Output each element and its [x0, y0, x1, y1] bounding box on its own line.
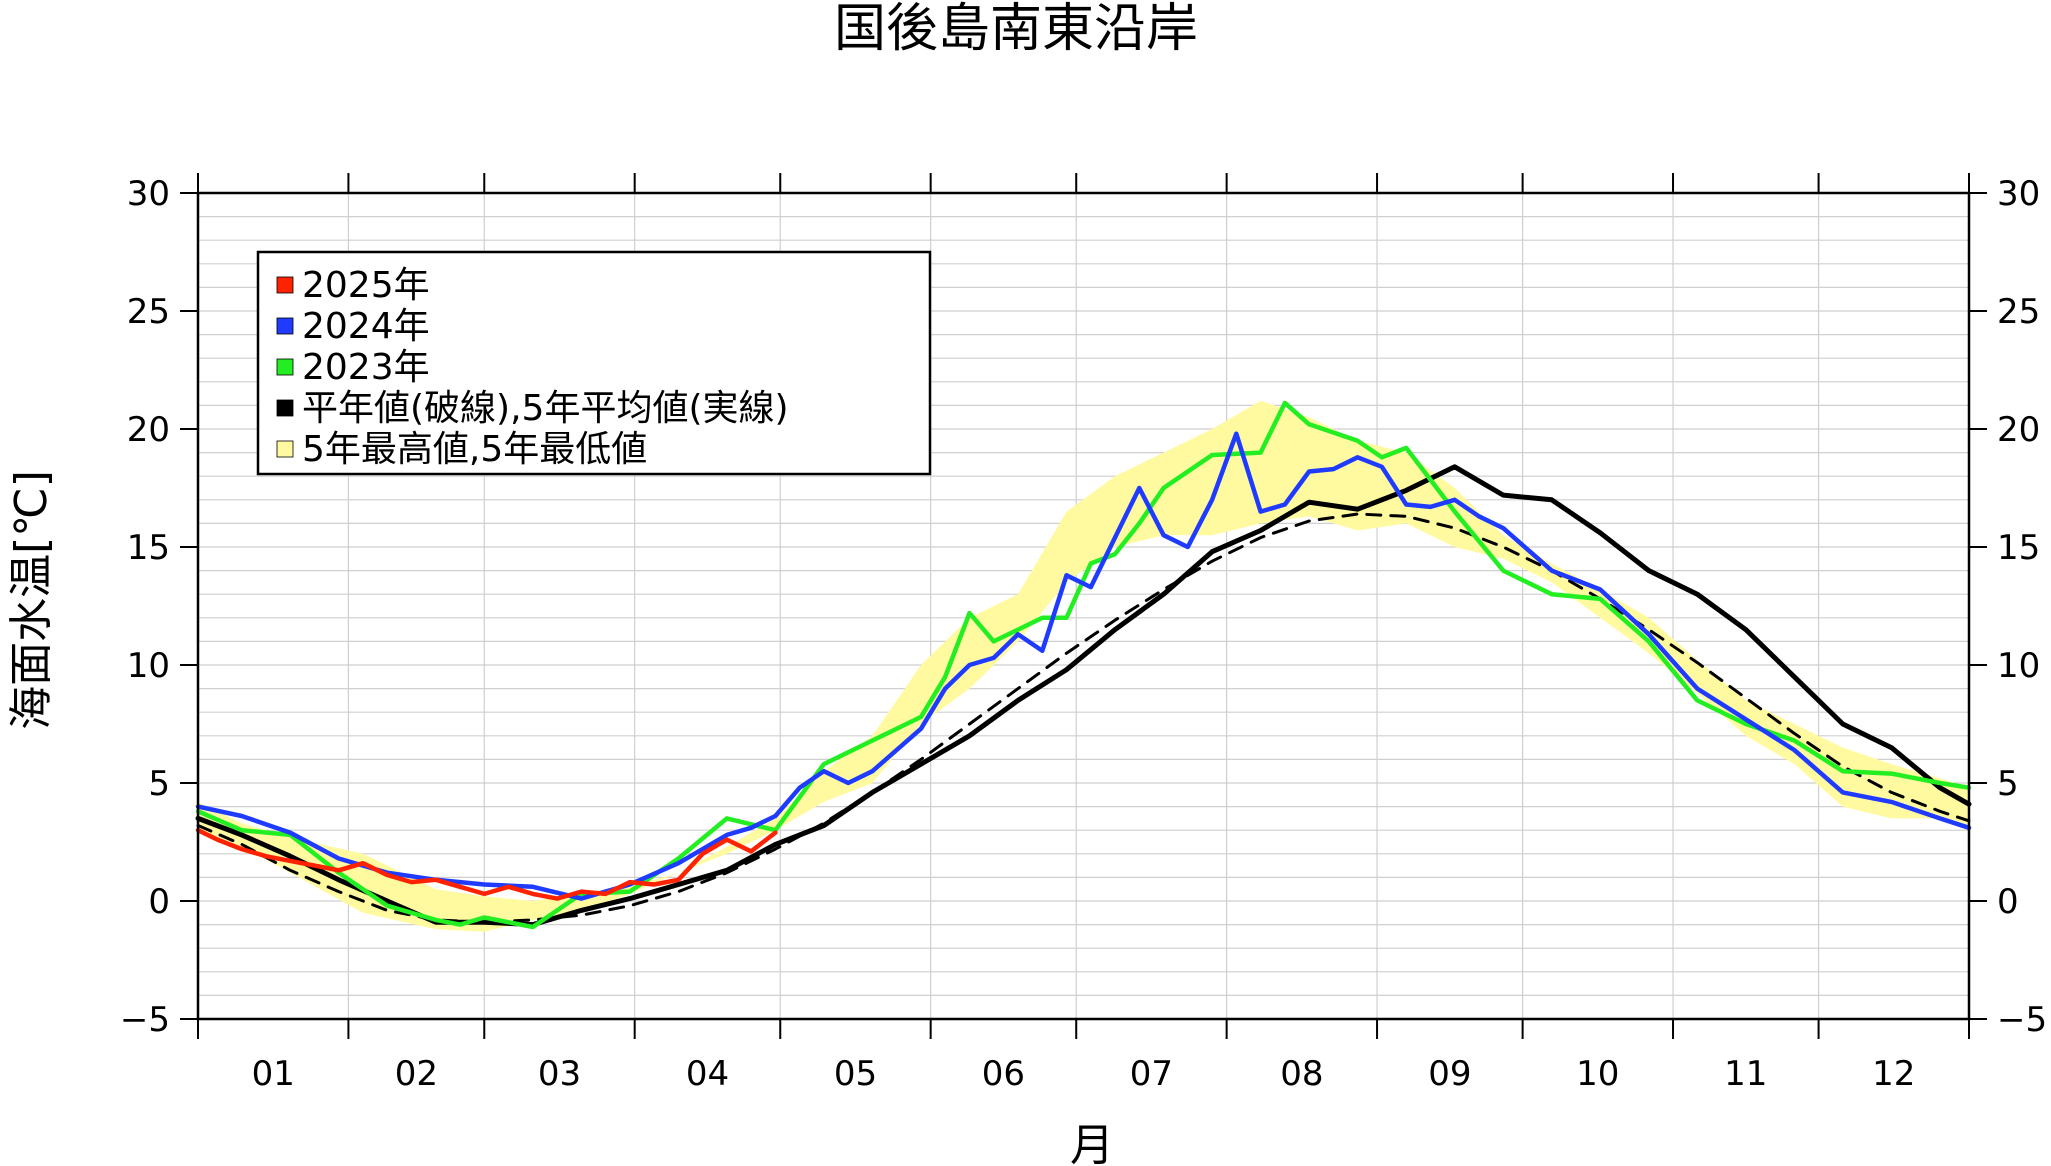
- y-tick-label-left: 10: [127, 646, 170, 686]
- band-area: [198, 400, 1969, 932]
- x-tick-label: 09: [1428, 1054, 1471, 1094]
- y-tick-label-right: −5: [1997, 1000, 2047, 1040]
- y-tick-label-right: 25: [1997, 292, 2040, 332]
- x-tick-label: 12: [1872, 1054, 1915, 1094]
- y-tick-label-right: 30: [1997, 174, 2040, 214]
- legend-label-2024: 2024年: [302, 306, 430, 347]
- min-max-band: [198, 400, 1969, 932]
- y-tick-label-right: 20: [1997, 410, 2040, 450]
- y-axis-label: 海面水温[℃]: [6, 470, 57, 730]
- x-tick-label: 03: [538, 1054, 581, 1094]
- y-tick-label-left: 15: [127, 528, 170, 568]
- x-tick-label: 10: [1576, 1054, 1619, 1094]
- axes: 30 30 25 25 20 20 15 15 10 10 5 5 0 0 −5 −5 01 02 03 04 05 06…: [120, 173, 2047, 1094]
- y-tick-label-left: 0: [148, 882, 170, 922]
- y-tick-label-left: 25: [127, 292, 170, 332]
- y-tick-label-left: 20: [127, 410, 170, 450]
- y-tick-label-right: 10: [1997, 646, 2040, 686]
- chart-title: 国後島南東沿岸: [834, 0, 1198, 59]
- x-tick-label: 07: [1130, 1054, 1173, 1094]
- legend-swatch-2024: [276, 317, 294, 335]
- x-tick-label: 02: [395, 1054, 438, 1094]
- legend-swatch-2023: [276, 358, 294, 376]
- y-tick-label-left: 5: [148, 764, 170, 804]
- legend-swatch-normal: [276, 399, 294, 417]
- legend-swatch-2025: [276, 276, 294, 294]
- legend-swatch-band: [276, 440, 294, 458]
- five-year-mean-line: [195, 464, 1972, 928]
- x-axis-label: 月: [1070, 1120, 1114, 1166]
- y-tick-label-left: −5: [120, 1000, 170, 1040]
- x-tick-label: 06: [982, 1054, 1025, 1094]
- legend-frame: [256, 250, 932, 476]
- series-2025-line: [195, 827, 778, 901]
- x-tick-label: 08: [1280, 1054, 1323, 1094]
- y-tick-label-right: 15: [1997, 528, 2040, 568]
- x-tick-label: 04: [686, 1054, 729, 1094]
- y-tick-label-left: 30: [127, 174, 170, 214]
- x-tick-label: 11: [1724, 1054, 1767, 1094]
- x-tick-label: 01: [252, 1054, 295, 1094]
- legend-label-band: 5年最高値,5年最低値: [302, 429, 647, 470]
- y-tick-label-right: 5: [1997, 764, 2019, 804]
- series-lines: [195, 400, 1972, 930]
- legend-label-2023: 2023年: [302, 347, 430, 388]
- plot-frame: [196, 191, 1971, 1021]
- legend-label-2025: 2025年: [302, 265, 430, 306]
- legend-label-normal: 平年値(破線),5年平均値(実線): [302, 388, 789, 429]
- y-tick-label-right: 0: [1997, 882, 2019, 922]
- series-2023-line: [195, 400, 1972, 930]
- x-tick-label: 05: [834, 1054, 877, 1094]
- legend: 2025年 2024年 2023年 平年値(破線),5年平均値(実線) 5年最高…: [256, 250, 932, 476]
